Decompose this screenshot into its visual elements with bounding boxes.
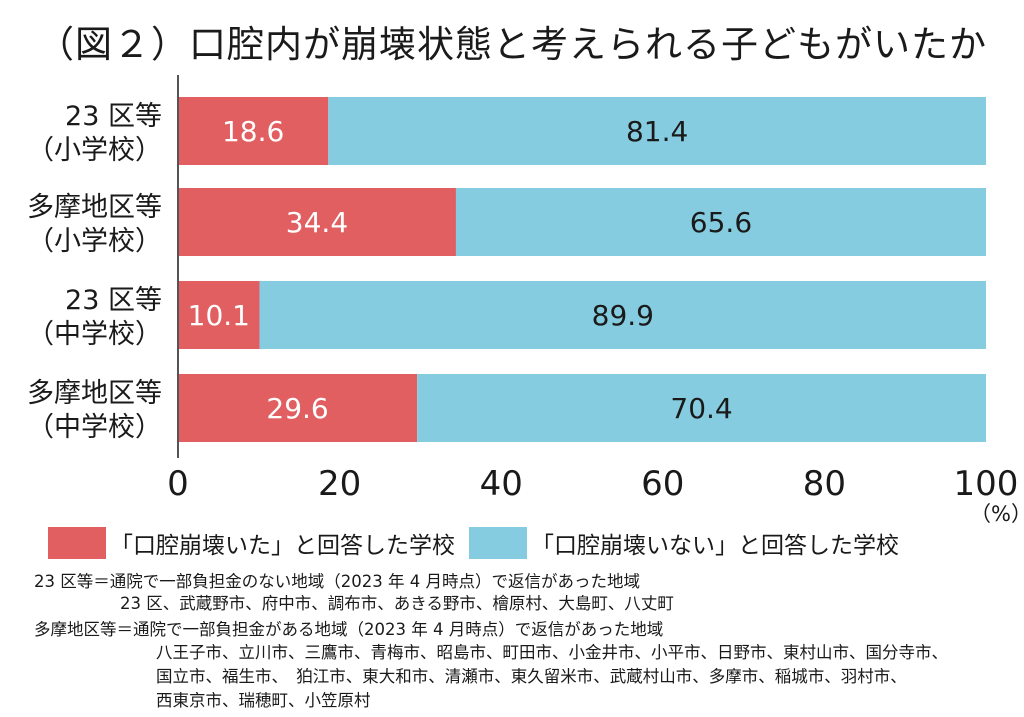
bar-segment-absent [328, 97, 987, 165]
category-label: （小学校） [27, 226, 162, 257]
legend-swatch-present [48, 527, 106, 559]
data-label: 81.4 [626, 115, 688, 148]
note-tama-definition: 多摩地区等＝通院で一部負担金がある地域（2023 年 4 月時点）で返信があった… [34, 620, 664, 639]
x-tick-label: 60 [641, 464, 684, 504]
bar-segment-present [178, 374, 418, 442]
legend-label-present: 「口腔崩壊いた」と回答した学校 [110, 533, 455, 559]
data-label: 89.9 [592, 299, 654, 332]
stacked-bar-chart: 23 区等（小学校）多摩地区等（小学校）23 区等（中学校）多摩地区等（中学校）… [27, 75, 1024, 526]
bar-segment-absent [455, 188, 986, 256]
x-tick-label: 20 [318, 464, 361, 504]
data-label: 65.6 [690, 206, 752, 239]
legend-item-present: 「口腔崩壊いた」と回答した学校 [48, 526, 455, 560]
category-label: 多摩地区等 [27, 378, 162, 409]
category-labels: 23 区等（小学校）多摩地区等（小学校）23 区等（中学校）多摩地区等（中学校） [27, 101, 162, 443]
legend-label-absent: 「口腔崩壊いない」と回答した学校 [531, 533, 899, 559]
category-label: 23 区等 [65, 285, 162, 316]
bar-segment-present [178, 281, 260, 349]
data-label: 34.4 [286, 206, 348, 239]
bar-segment-absent [259, 281, 986, 349]
category-label: （小学校） [27, 135, 162, 166]
note-23ku-definition: 23 区等＝通院で一部負担金のない地域（2023 年 4 月時点）で返信があった… [34, 572, 640, 591]
data-label: 18.6 [222, 115, 284, 148]
x-axis-unit: （%） [970, 502, 1024, 526]
data-label: 10.1 [188, 299, 250, 332]
note-tama-areas-3: 西東京市、瑞穂町、小笠原村 [156, 691, 371, 710]
category-label: 多摩地区等 [27, 192, 162, 223]
bar-segment-present [178, 97, 329, 165]
legend: 「口腔崩壊いた」と回答した学校 「口腔崩壊いない」と回答した学校 [48, 526, 913, 560]
note-tama-areas-1: 八王子市、立川市、三鷹市、青梅市、昭島市、町田市、小金井市、小平市、日野市、東村… [156, 643, 948, 662]
category-label: （中学校） [27, 319, 162, 350]
legend-item-absent: 「口腔崩壊いない」と回答した学校 [469, 526, 899, 560]
bar-segment-present [178, 188, 456, 256]
data-label: 29.6 [266, 392, 328, 425]
value-labels: 18.6 81.4 34.4 65.6 10.1 89.9 29.6 70.4 [188, 115, 753, 425]
x-tick-label: 0 [167, 464, 189, 504]
category-label: 23 区等 [65, 101, 162, 132]
x-tick-label: 80 [803, 464, 846, 504]
legend-swatch-absent [469, 527, 527, 559]
bars [178, 97, 987, 442]
category-label: （中学校） [27, 412, 162, 443]
footnotes: 23 区等＝通院で一部負担金のない地域（2023 年 4 月時点）で返信があった… [0, 570, 1024, 717]
bar-segment-absent [417, 374, 987, 442]
note-tama-areas-2: 国立市、福生市、 狛江市、東大和市、清瀬市、東久留米市、武蔵村山市、多摩市、稲城… [156, 667, 907, 686]
x-tick-label: 40 [480, 464, 523, 504]
x-tick-label: 100 [954, 464, 1019, 504]
x-axis-ticks: 0 20 40 60 80 100 [167, 464, 1018, 504]
chart-title: （図２）口腔内が崩壊状態と考えられる子どもがいたか [37, 23, 987, 66]
data-label: 70.4 [670, 392, 732, 425]
note-23ku-areas: 23 区、武蔵野市、府中市、調布市、あきる野市、檜原村、大島町、八丈町 [120, 594, 674, 613]
